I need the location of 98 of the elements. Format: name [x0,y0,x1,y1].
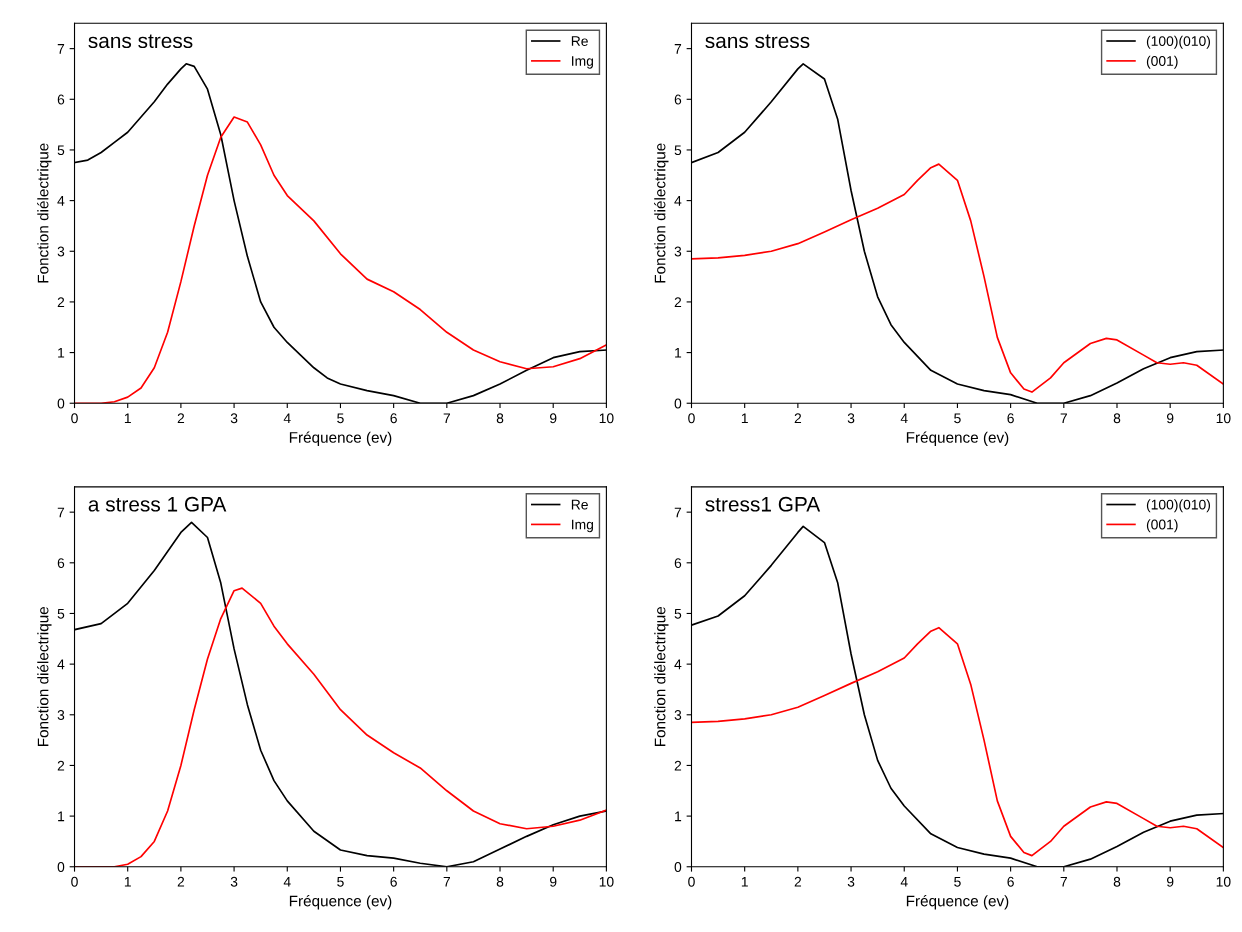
x-tick-label: 9 [1166,876,1174,887]
x-tick-label: 8 [496,876,504,887]
x-tick-label: 9 [550,413,557,424]
y-tick-label: 2 [674,760,682,771]
x-axis-title: Fréquence (ev) [289,431,392,446]
y-tick-label: 6 [674,558,682,568]
x-tick-label: 8 [496,413,504,424]
x-tick-label: 7 [1060,413,1067,424]
y-tick-label: 5 [57,145,65,156]
x-tick-label: 6 [390,876,397,887]
y-tick-label: 3 [57,246,65,257]
y-tick-label: 7 [57,507,65,518]
x-tick-label: 10 [599,413,614,424]
x-tick-label: 7 [443,876,450,887]
x-tick-label: 2 [794,413,802,424]
x-tick-label: 3 [230,876,238,887]
x-tick-label: 1 [124,876,131,887]
y-tick-label: 5 [674,608,682,619]
line-series [691,626,1224,857]
y-tick-label: 2 [674,297,682,307]
y-tick-label: 4 [674,196,682,206]
x-axis-title: Fréquence (ev) [906,431,1009,446]
chart-title: sans stress [705,34,810,49]
x-tick-label: 1 [741,876,748,887]
x-tick-label: 1 [741,413,748,424]
legend-label: (001) [1146,519,1178,533]
y-tick-label: 3 [674,710,682,720]
chart-title: sans stress [88,34,193,49]
y-axis-title: Fonction diélectrique [654,143,669,283]
legend-label: Img [572,56,593,69]
x-tick-label: 6 [1007,876,1014,887]
legend-label: Re [571,36,588,46]
x-tick-label: 0 [688,876,695,887]
x-tick-label: 0 [71,413,78,424]
y-tick-label: 2 [57,297,65,307]
y-tick-label: 4 [674,659,682,670]
y-tick-label: 0 [674,398,682,409]
legend-label: (001) [1146,55,1178,69]
x-tick-label: 5 [954,413,961,424]
y-tick-label: 0 [57,862,65,872]
y-tick-label: 0 [57,398,65,409]
x-axis-title: Fréquence (ev) [906,894,1009,910]
line-series [691,163,1224,393]
y-axis-title: Fonction diélectrique [37,606,52,747]
x-axis-title: Fréquence (ev) [289,894,392,910]
x-tick-label: 4 [283,413,291,424]
x-tick-label: 1 [124,413,131,424]
y-tick-label: 1 [675,348,682,358]
y-tick-label: 6 [674,94,682,105]
x-tick-label: 4 [283,876,291,887]
legend-label: (100)(010) [1146,35,1211,49]
x-tick-label: 4 [900,876,908,887]
x-tick-label: 6 [390,413,397,424]
x-tick-label: 5 [337,876,344,887]
x-tick-label: 9 [1166,413,1174,424]
x-tick-label: 8 [1113,876,1121,887]
x-tick-label: 7 [443,413,450,424]
y-tick-label: 4 [57,659,65,670]
x-tick-label: 2 [794,876,802,887]
x-tick-label: 0 [688,413,695,424]
x-tick-label: 10 [599,876,614,887]
x-tick-label: 0 [71,876,78,887]
y-tick-label: 7 [57,44,65,54]
y-axis-title: Fonction diélectrique [37,143,52,283]
y-tick-label: 3 [57,710,65,720]
chart-title: stress1 GPA [705,496,821,512]
y-tick-label: 1 [58,811,65,822]
y-tick-label: 0 [674,862,682,872]
chart-title: a stress 1 GPA [88,496,227,512]
y-tick-label: 7 [674,507,682,518]
x-tick-label: 4 [900,413,908,424]
y-tick-label: 6 [57,558,65,568]
x-tick-label: 9 [550,876,557,887]
x-tick-label: 5 [337,413,344,424]
x-tick-label: 10 [1216,876,1231,887]
x-tick-label: 2 [177,413,185,424]
legend-label: Re [571,499,588,510]
y-tick-label: 1 [675,811,682,822]
y-axis-title: Fonction diélectrique [654,606,669,747]
x-tick-label: 3 [230,413,238,424]
legend-label: (100)(010) [1146,499,1211,513]
y-tick-label: 2 [57,760,65,771]
y-tick-label: 7 [674,44,682,54]
x-tick-label: 5 [954,876,961,887]
legend-label: Img [572,519,593,533]
x-tick-label: 8 [1113,413,1121,424]
y-tick-label: 6 [57,94,65,105]
x-tick-label: 2 [177,876,185,887]
y-tick-label: 4 [57,196,65,206]
x-tick-label: 3 [847,413,855,424]
x-tick-label: 3 [847,876,855,887]
x-tick-label: 10 [1216,413,1231,424]
y-tick-label: 5 [674,145,682,156]
x-tick-label: 6 [1007,413,1014,424]
x-tick-label: 7 [1060,876,1067,887]
y-tick-label: 1 [58,348,65,358]
y-tick-label: 3 [674,246,682,257]
y-tick-label: 5 [57,608,65,619]
